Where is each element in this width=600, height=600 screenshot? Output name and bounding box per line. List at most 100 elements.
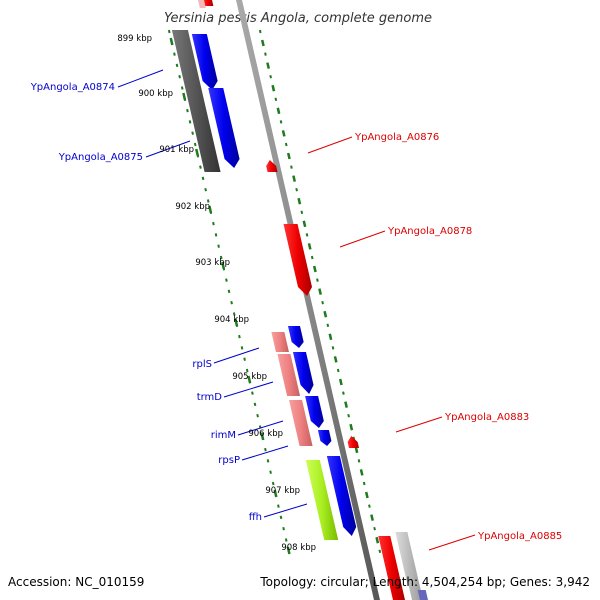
tick-dot <box>290 165 293 169</box>
minor-tick <box>307 243 312 250</box>
label-leader <box>145 140 191 158</box>
minor-tick <box>375 536 380 544</box>
gene-feature <box>191 34 218 90</box>
gene-label[interactable]: YpAngola_A0876 <box>354 132 439 143</box>
gene-features <box>171 0 428 600</box>
gene-label[interactable]: rplS <box>192 359 212 370</box>
major-tick <box>286 546 291 555</box>
gene-label[interactable]: YpAngola_A0874 <box>30 82 115 93</box>
minor-tick <box>266 62 270 69</box>
tick-labels: 899 kbp 900 kbp 901 kbp 902 kbp 903 kbp … <box>117 34 316 553</box>
gene-feature <box>171 30 221 172</box>
accession-text: Accession: NC_010159 <box>8 575 144 589</box>
minor-tick <box>292 175 296 182</box>
label-leader <box>237 420 284 436</box>
label-leader <box>241 445 289 461</box>
tick-dot <box>284 538 288 542</box>
major-tick <box>182 92 187 101</box>
tick-dot <box>253 402 257 407</box>
gene-label[interactable]: trmD <box>197 392 223 403</box>
tick-dot <box>201 176 205 181</box>
tick-dot <box>167 29 171 34</box>
tick-dot <box>225 278 228 282</box>
minor-tick <box>286 152 291 160</box>
tick-dot <box>310 255 314 260</box>
tick-dot <box>321 300 324 305</box>
tick-label: 900 kbp <box>138 89 173 99</box>
tick-dot <box>266 459 270 463</box>
minor-tick <box>323 310 328 318</box>
gene-feature <box>292 352 314 394</box>
genome-summary: Topology: circular; Length: 4,504,254 bp… <box>259 575 590 589</box>
backbone <box>236 0 380 600</box>
tick-label: 906 kbp <box>248 429 283 439</box>
gene-feature <box>277 354 301 396</box>
label-leader <box>117 69 164 88</box>
tick-label: 908 kbp <box>281 543 316 553</box>
tick-dot <box>256 413 259 418</box>
tick-dot <box>186 108 189 113</box>
tick-dot <box>271 481 275 486</box>
major-tick <box>260 432 265 441</box>
gene-label[interactable]: YpAngola_A0875 <box>58 152 143 163</box>
tick-dot <box>180 86 184 90</box>
minor-tick <box>271 84 276 92</box>
minor-tick <box>344 401 348 408</box>
minor-tick <box>359 469 364 476</box>
tick-dot <box>232 312 236 316</box>
gene-label[interactable]: YpAngola_A0885 <box>477 531 562 542</box>
tick-dot <box>191 131 194 135</box>
gene-feature <box>347 436 360 448</box>
label-leader <box>263 503 308 518</box>
tick-dot <box>245 368 249 373</box>
label-leader <box>223 381 274 398</box>
minor-tick <box>338 378 343 386</box>
gene-label[interactable]: rimM <box>211 430 236 441</box>
gene-label[interactable]: YpAngola_A0878 <box>387 226 472 237</box>
major-tick <box>247 375 252 384</box>
tick-dot <box>178 74 181 79</box>
gene-feature <box>402 585 412 600</box>
tick-dot <box>243 357 246 361</box>
gene-feature <box>289 400 313 446</box>
tick-dot <box>206 199 210 203</box>
gene-feature <box>198 0 206 8</box>
tick-label: 901 kbp <box>159 145 194 155</box>
tick-dot <box>173 52 176 56</box>
gene-feature <box>326 456 357 536</box>
tick-dot <box>284 142 288 147</box>
tick-dot <box>362 481 366 486</box>
major-tick <box>273 489 278 498</box>
tick-dot <box>227 289 231 294</box>
tick-dot <box>264 52 267 56</box>
label-leader <box>395 416 443 433</box>
gene-feature <box>305 396 324 428</box>
minor-tick <box>364 491 369 499</box>
minor-tick <box>312 265 317 273</box>
gene-label[interactable]: YpAngola_A0883 <box>444 412 529 423</box>
gene-feature <box>317 430 332 446</box>
gene-feature <box>287 326 304 348</box>
tick-dot <box>258 29 262 34</box>
tick-dot <box>300 210 304 215</box>
gene-feature <box>305 460 339 540</box>
tick-dot <box>331 346 335 350</box>
gene-label[interactable]: rpsP <box>218 455 240 466</box>
minor-tick <box>333 356 338 363</box>
minor-tick <box>328 333 333 341</box>
tick-dot <box>264 447 267 452</box>
tick-dot <box>269 74 272 79</box>
tick-dot <box>279 120 283 124</box>
tick-dot <box>188 120 192 124</box>
minor-tick <box>281 130 286 137</box>
tick-dot <box>326 323 330 328</box>
tick-dot <box>378 549 382 554</box>
tick-dot <box>175 63 179 68</box>
tick-dot <box>193 142 197 147</box>
tick-dot <box>373 526 376 531</box>
tick-dot <box>219 255 223 260</box>
minor-tick <box>349 423 354 431</box>
gene-label[interactable]: ffh <box>249 512 262 523</box>
tick-label: 905 kbp <box>232 372 267 382</box>
